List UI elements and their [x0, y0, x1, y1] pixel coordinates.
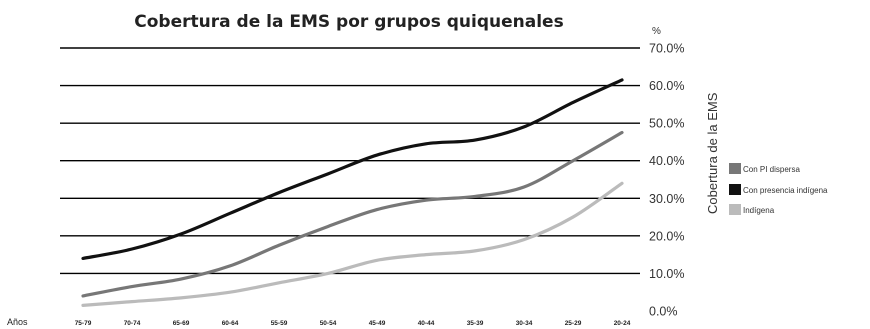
- gridlines: [60, 47, 640, 275]
- legend-label: Con presencia indígena: [743, 186, 828, 195]
- unit-label: %: [652, 26, 661, 37]
- y-tick-label: 40.0%: [649, 154, 684, 168]
- x-tick-label: 40-44: [418, 320, 435, 327]
- y-tick-label: 20.0%: [649, 229, 684, 243]
- x-tick-label: 35-39: [467, 320, 484, 327]
- legend-label: Indígena: [743, 206, 775, 215]
- x-tick-label: 30-34: [516, 320, 533, 327]
- legend-swatch: [729, 204, 741, 215]
- legend: Con PI dispersa Con presencia indígena Ind…: [729, 163, 828, 215]
- y-tick-label: 60.0%: [649, 79, 684, 93]
- series-line: [81, 130, 624, 298]
- x-axis-label: Años: [7, 317, 28, 327]
- y-axis-ticks: 0.0% 10.0% 20.0% 30.0% 40.0% 50.0% 60.0% 70.0%: [649, 42, 684, 319]
- legend-swatch: [729, 184, 741, 195]
- series-lines: [81, 78, 624, 307]
- x-tick-label: 65-69: [173, 320, 190, 327]
- x-tick-label: 45-49: [369, 320, 386, 327]
- x-tick-label: 20-24: [614, 320, 631, 327]
- series-line: [81, 181, 624, 307]
- x-tick-label: 70-74: [124, 320, 141, 327]
- y-tick-label: 0.0%: [649, 305, 678, 319]
- y-tick-label: 50.0%: [649, 117, 684, 131]
- y-tick-label: 70.0%: [649, 42, 684, 56]
- legend-swatch: [729, 163, 741, 174]
- chart-title: Cobertura de la EMS por grupos quiquenal…: [134, 12, 563, 32]
- y-tick-label: 10.0%: [649, 267, 684, 281]
- legend-label: Con PI dispersa: [743, 165, 800, 174]
- y-axis-label: Cobertura de la EMS: [705, 92, 720, 214]
- x-tick-label: 60-64: [222, 320, 239, 327]
- x-axis-ticks: 75-79 70-74 65-69 60-64 55-59 50-54 45-49 40-44…: [75, 320, 631, 327]
- x-tick-label: 55-59: [271, 320, 288, 327]
- x-tick-label: 50-54: [320, 320, 337, 327]
- y-tick-label: 30.0%: [649, 192, 684, 206]
- x-tick-label: 25-29: [565, 320, 582, 327]
- series-line: [81, 78, 624, 260]
- x-tick-label: 75-79: [75, 320, 92, 327]
